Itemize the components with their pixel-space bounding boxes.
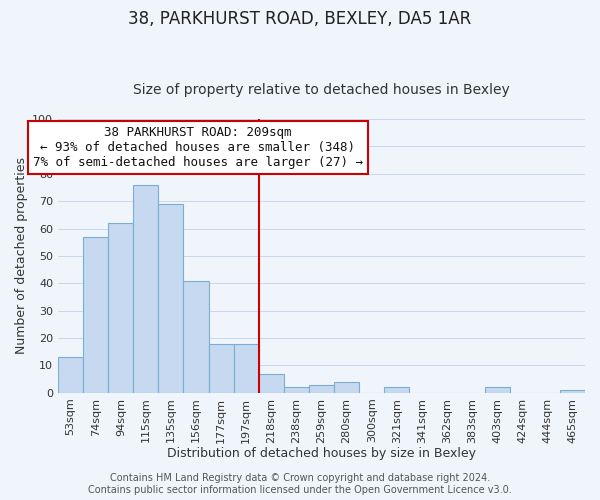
Bar (334, 382, 359, 393)
Bar (184, 280, 209, 393)
Bar (384, 388, 409, 393)
X-axis label: Distribution of detached houses by size in Bexley: Distribution of detached houses by size … (167, 447, 476, 460)
Bar (83, 237, 108, 393)
Bar (108, 223, 133, 393)
Bar (158, 204, 184, 393)
Bar (209, 344, 233, 393)
Y-axis label: Number of detached properties: Number of detached properties (15, 158, 28, 354)
Text: 38 PARKHURST ROAD: 209sqm
← 93% of detached houses are smaller (348)
7% of semi-: 38 PARKHURST ROAD: 209sqm ← 93% of detac… (32, 126, 362, 169)
Title: Size of property relative to detached houses in Bexley: Size of property relative to detached ho… (133, 83, 510, 97)
Bar (259, 374, 284, 393)
Text: 38, PARKHURST ROAD, BEXLEY, DA5 1AR: 38, PARKHURST ROAD, BEXLEY, DA5 1AR (128, 10, 472, 28)
Text: Contains HM Land Registry data © Crown copyright and database right 2024.
Contai: Contains HM Land Registry data © Crown c… (88, 474, 512, 495)
Bar (133, 184, 158, 393)
Bar (58, 357, 83, 393)
Bar (309, 384, 334, 393)
Bar (233, 344, 259, 393)
Bar (284, 388, 309, 393)
Bar (485, 388, 510, 393)
Bar (560, 390, 585, 393)
